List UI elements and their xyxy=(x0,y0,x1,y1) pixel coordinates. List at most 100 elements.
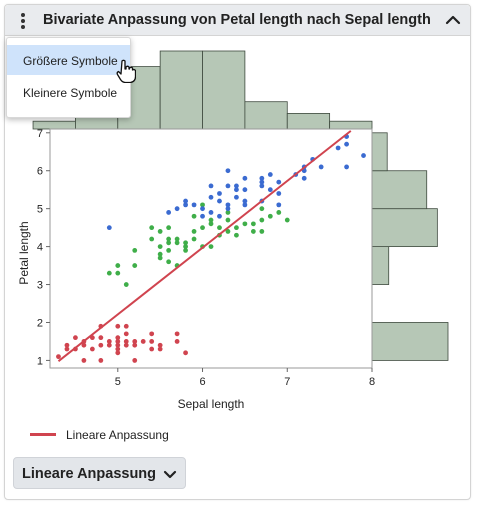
data-point xyxy=(217,213,222,219)
right-histogram xyxy=(371,132,449,361)
top-histogram-bar xyxy=(329,120,373,130)
menu-item-larger-symbols[interactable]: Größere Symbole xyxy=(7,45,130,75)
data-point xyxy=(183,198,188,204)
data-point xyxy=(259,217,265,223)
data-point xyxy=(183,240,188,246)
data-point xyxy=(123,342,129,348)
data-point xyxy=(106,225,112,231)
kebab-menu-icon[interactable] xyxy=(13,10,33,30)
data-point xyxy=(157,244,163,250)
y-tick-label: 1 xyxy=(37,355,43,367)
data-point xyxy=(217,198,222,204)
data-point xyxy=(81,342,87,348)
axes: 5 6 7 8 1 2 3 4 5 6 7 xyxy=(37,128,375,388)
data-point xyxy=(98,335,104,341)
data-point xyxy=(225,210,231,215)
data-point xyxy=(115,323,121,329)
data-point xyxy=(166,210,172,215)
fit-line xyxy=(57,130,352,362)
data-point xyxy=(183,247,188,253)
data-point xyxy=(132,263,138,268)
data-point xyxy=(115,350,121,356)
panel-title[interactable]: Bivariate Anpassung von Petal length nac… xyxy=(43,12,431,28)
y-tick-label: 2 xyxy=(37,317,43,329)
chevron-up-icon[interactable] xyxy=(444,11,462,29)
data-point xyxy=(56,354,61,360)
data-point xyxy=(284,217,290,223)
data-point xyxy=(123,331,129,337)
data-point xyxy=(234,187,239,193)
data-point xyxy=(242,187,248,193)
data-point xyxy=(191,202,197,208)
legend-label-fit: Lineare Anpassung xyxy=(66,428,169,442)
data-point xyxy=(217,225,222,231)
y-tick-label: 5 xyxy=(37,204,43,216)
data-point xyxy=(318,164,324,170)
data-point xyxy=(98,358,104,363)
data-point xyxy=(81,358,87,363)
data-point xyxy=(123,282,129,287)
data-point xyxy=(200,202,205,208)
data-point xyxy=(183,202,188,208)
data-point xyxy=(166,236,172,242)
data-point xyxy=(132,247,138,253)
x-tick-label: 7 xyxy=(284,376,290,388)
data-point xyxy=(115,339,121,344)
data-point xyxy=(191,229,197,234)
data-point xyxy=(174,236,180,242)
data-point xyxy=(157,342,163,348)
data-point xyxy=(174,339,180,344)
data-point xyxy=(259,175,265,181)
chevron-down-icon xyxy=(163,470,177,479)
data-point xyxy=(225,217,231,223)
data-point xyxy=(149,331,155,337)
data-point xyxy=(361,153,366,158)
data-point xyxy=(335,145,341,151)
menu-item-label: Kleinere Symbole xyxy=(23,86,118,100)
y-tick-label: 4 xyxy=(37,242,43,254)
data-point xyxy=(115,342,121,348)
top-histogram-bar xyxy=(202,50,246,130)
data-point xyxy=(208,221,214,227)
data-point xyxy=(64,346,70,352)
top-histogram-bar xyxy=(286,113,331,130)
linear-fit-dropdown-button[interactable]: Lineare Anpassung xyxy=(13,457,186,489)
data-point xyxy=(149,339,155,344)
right-histogram-bar xyxy=(371,208,438,248)
data-point xyxy=(225,206,231,212)
right-histogram-bar xyxy=(371,132,388,172)
data-point xyxy=(234,194,239,200)
data-point xyxy=(208,210,214,215)
data-point xyxy=(64,342,70,348)
data-point xyxy=(166,259,172,265)
data-point xyxy=(191,213,197,219)
data-point xyxy=(267,213,273,219)
data-point xyxy=(106,270,112,276)
menu-item-label: Größere Symbole xyxy=(23,54,118,68)
data-point xyxy=(259,229,265,234)
y-tick-label: 6 xyxy=(37,166,43,178)
data-point xyxy=(149,346,155,352)
data-point xyxy=(242,175,248,181)
data-point xyxy=(259,206,265,212)
panel-header: Bivariate Anpassung von Petal length nac… xyxy=(5,5,470,36)
data-point xyxy=(123,339,129,344)
data-point xyxy=(250,229,256,234)
data-point xyxy=(225,202,231,208)
data-point xyxy=(132,358,138,363)
right-histogram-bar xyxy=(371,246,390,285)
data-point xyxy=(73,335,78,341)
data-point xyxy=(217,191,222,196)
data-point xyxy=(208,183,214,189)
right-histogram-bar xyxy=(371,322,449,361)
data-point xyxy=(276,179,282,185)
data-point xyxy=(157,346,163,352)
data-point xyxy=(242,198,248,204)
menu-item-smaller-symbols[interactable]: Kleinere Symbole xyxy=(7,77,130,107)
data-point xyxy=(166,240,172,246)
data-point xyxy=(157,229,163,234)
data-point xyxy=(183,350,188,356)
data-point xyxy=(208,217,214,223)
data-point xyxy=(200,225,205,231)
data-point xyxy=(149,225,155,231)
